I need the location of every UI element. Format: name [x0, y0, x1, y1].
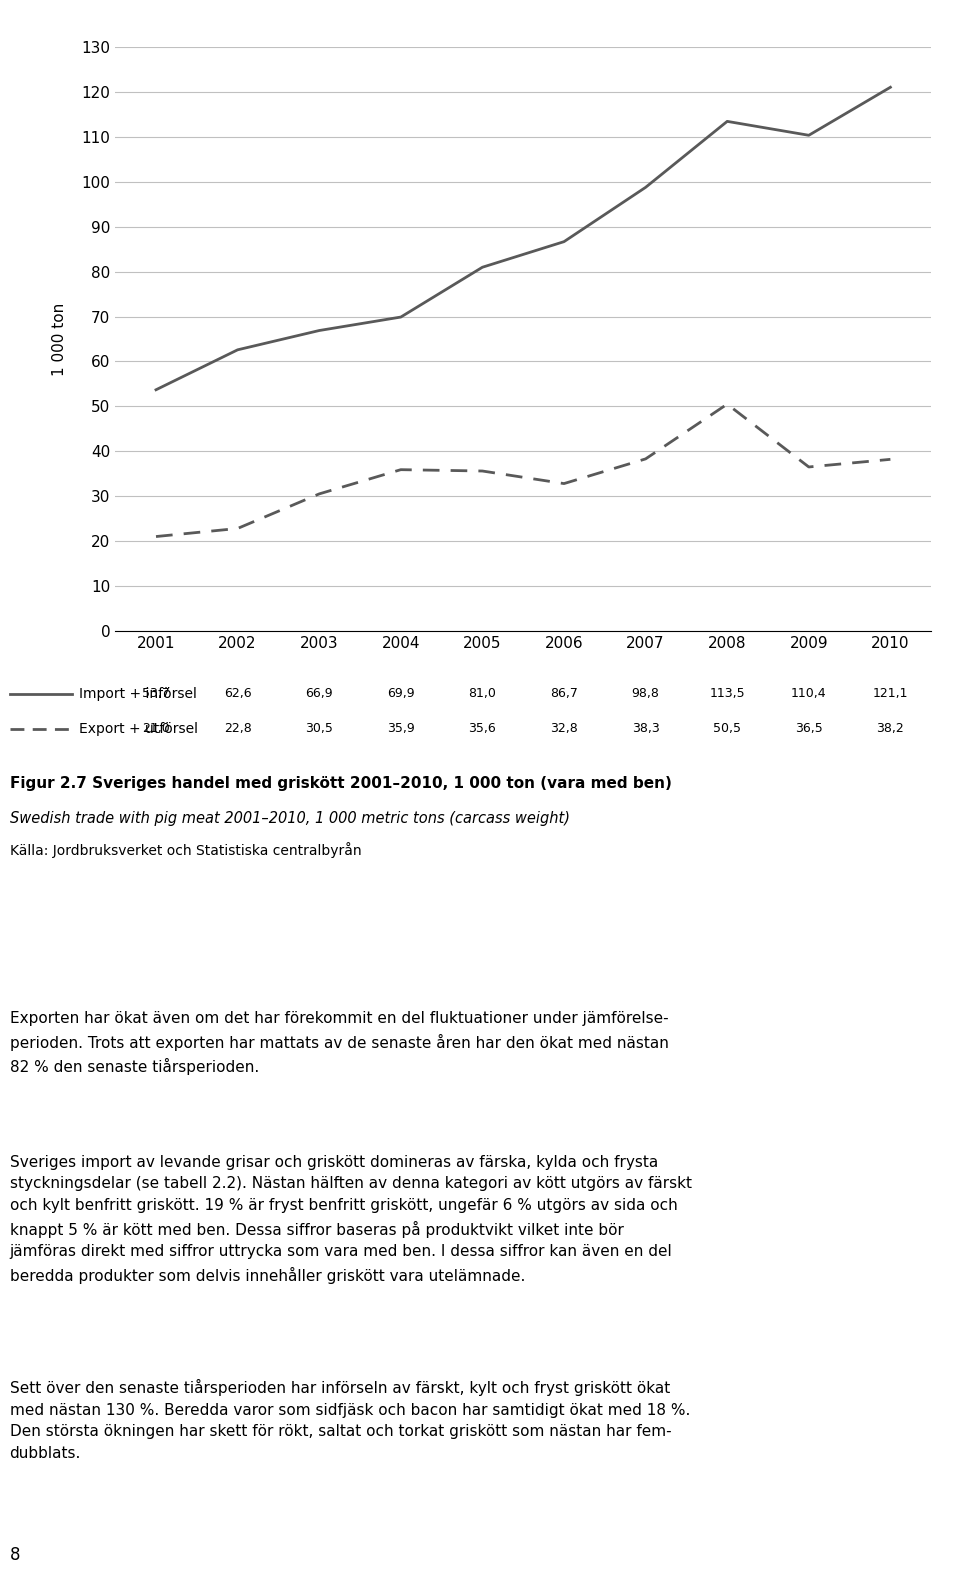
Text: Import + införsel: Import + införsel	[79, 688, 197, 700]
Text: 8: 8	[10, 1547, 20, 1564]
Text: Swedish trade with pig meat 2001–2010, 1 000 metric tons (carcass weight): Swedish trade with pig meat 2001–2010, 1…	[10, 811, 569, 826]
Text: 53,7: 53,7	[142, 688, 170, 700]
Text: Figur 2.7 Sveriges handel med griskött 2001–2010, 1 000 ton (vara med ben): Figur 2.7 Sveriges handel med griskött 2…	[10, 776, 671, 792]
Text: 98,8: 98,8	[632, 688, 660, 700]
Text: Exporten har ökat även om det har förekommit en del fluktuationer under jämförel: Exporten har ökat även om det har föreko…	[10, 1011, 668, 1076]
Text: Sett över den senaste tiårsperioden har införseln av färskt, kylt och fryst gris: Sett över den senaste tiårsperioden har …	[10, 1380, 690, 1460]
Text: 69,9: 69,9	[387, 688, 415, 700]
Text: Källa: Jordbruksverket och Statistiska centralbyrån: Källa: Jordbruksverket och Statistiska c…	[10, 842, 361, 858]
Text: 86,7: 86,7	[550, 688, 578, 700]
Text: 38,3: 38,3	[632, 722, 660, 735]
Text: 62,6: 62,6	[224, 688, 252, 700]
Text: 50,5: 50,5	[713, 722, 741, 735]
Text: 113,5: 113,5	[709, 688, 745, 700]
Text: 35,6: 35,6	[468, 722, 496, 735]
Text: 32,8: 32,8	[550, 722, 578, 735]
Text: Export + utförsel: Export + utförsel	[79, 722, 198, 735]
Text: 21,0: 21,0	[142, 722, 170, 735]
Text: 36,5: 36,5	[795, 722, 823, 735]
Text: 35,9: 35,9	[387, 722, 415, 735]
Text: 110,4: 110,4	[791, 688, 827, 700]
Text: Sveriges import av levande grisar och griskött domineras av färska, kylda och fr: Sveriges import av levande grisar och gr…	[10, 1154, 691, 1284]
Y-axis label: 1 000 ton: 1 000 ton	[53, 303, 67, 375]
Text: 66,9: 66,9	[305, 688, 333, 700]
Text: 22,8: 22,8	[224, 722, 252, 735]
Text: 121,1: 121,1	[873, 688, 908, 700]
Text: 81,0: 81,0	[468, 688, 496, 700]
Text: 38,2: 38,2	[876, 722, 904, 735]
Text: 30,5: 30,5	[305, 722, 333, 735]
